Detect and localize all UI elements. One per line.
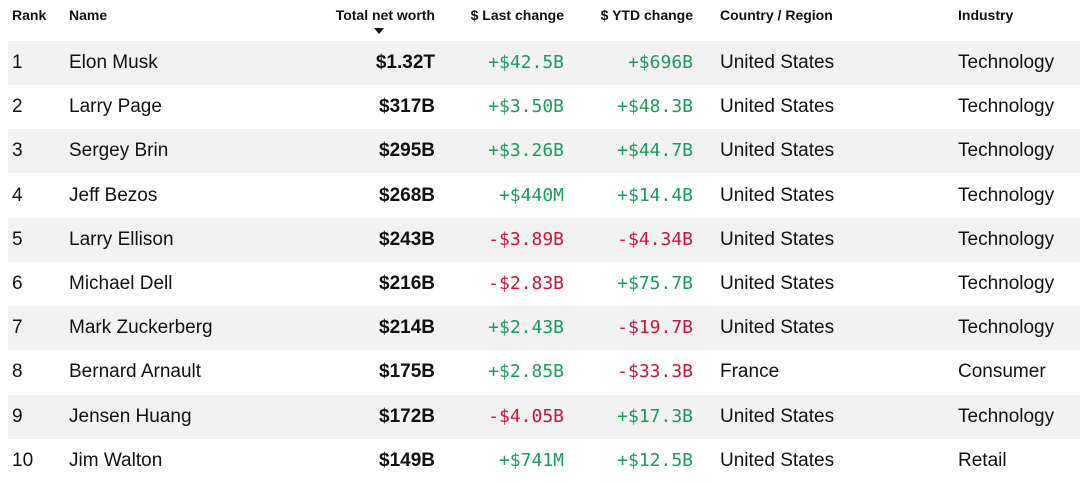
last-change-cell: +$440M [498,184,564,206]
name-cell: Jensen Huang [69,405,192,427]
net-worth-cell: $295B [379,140,435,162]
ytd-change-cell: +$17.3B [617,405,693,427]
name-cell: Jeff Bezos [69,184,158,206]
name-cell: Mark Zuckerberg [69,317,213,339]
last-change-cell: +$2.85B [488,361,564,383]
row-background [8,217,1080,262]
country-cell: United States [720,52,835,73]
sort-indicator [374,28,384,34]
net-worth-cell: $243B [379,228,435,250]
row-background [8,41,1080,85]
industry-cell: Retail [958,449,1007,471]
country-cell: France [720,361,780,383]
rank-cell: 9 [12,405,23,427]
country-cell: United States [720,96,835,118]
industry-cell: Technology [958,405,1055,427]
rank-cell: 3 [12,140,23,162]
header-industry[interactable]: Industry [958,7,1014,23]
ytd-change-cell: -$33.3B [617,361,693,383]
header-name[interactable]: Name [69,7,108,23]
header-ytd-change[interactable]: $ YTD change [600,7,693,23]
net-worth-cell: $1.32T [375,52,435,73]
net-worth-cell: $268B [379,184,435,206]
country-cell: United States [720,184,835,206]
industry-cell: Technology [958,140,1055,162]
net-worth-cell: $216B [379,273,435,294]
rank-cell: 1 [12,52,23,73]
last-change-cell: +$3.26B [488,140,564,162]
name-cell: Michael Dell [69,273,173,294]
industry-cell: Technology [958,184,1055,206]
header-country[interactable]: Country / Region [720,7,833,23]
name-cell: Elon Musk [69,52,158,73]
ytd-change-cell: +$48.3B [617,96,693,118]
ytd-change-cell: +$44.7B [617,140,693,162]
last-change-cell: +$741M [498,449,564,471]
header-rank[interactable]: Rank [12,7,47,23]
name-cell: Larry Page [69,96,162,118]
ytd-change-cell: -$19.7B [617,317,693,339]
country-cell: United States [720,228,835,250]
rank-cell: 7 [12,317,23,339]
header-net-worth[interactable]: Total net worth [335,7,435,23]
industry-cell: Consumer [958,361,1046,383]
country-cell: United States [720,140,835,162]
country-cell: United States [720,317,835,339]
rank-cell: 6 [12,273,23,294]
last-change-cell: -$4.05B [488,405,564,427]
name-cell: Sergey Brin [69,140,169,162]
net-worth-cell: $317B [379,96,435,118]
industry-cell: Technology [958,317,1055,339]
ytd-change-cell: -$4.34B [617,228,693,250]
net-worth-cell: $172B [379,405,435,427]
name-cell: Larry Ellison [69,228,174,250]
row-background [8,394,1080,439]
rank-cell: 5 [12,228,23,250]
industry-cell: Technology [958,228,1055,250]
row-background [8,306,1080,351]
net-worth-cell: $149B [379,449,435,471]
net-worth-cell: $175B [379,361,435,383]
ytd-change-cell: +$14.4B [617,184,693,206]
last-change-cell: +$2.43B [488,317,564,339]
ytd-change-cell: +$696B [627,52,693,73]
last-change-cell: +$42.5B [488,52,564,73]
industry-cell: Technology [958,52,1055,73]
industry-cell: Technology [958,273,1055,294]
ytd-change-cell: +$75.7B [617,273,693,294]
ytd-change-cell: +$12.5B [617,449,693,471]
rank-cell: 8 [12,361,23,383]
country-cell: United States [720,273,835,294]
row-background [8,129,1080,174]
name-cell: Jim Walton [69,449,163,471]
country-cell: United States [720,405,835,427]
country-cell: United States [720,449,835,471]
last-change-cell: -$3.89B [488,228,564,250]
name-cell: Bernard Arnault [69,361,202,383]
header-last-change[interactable]: $ Last change [470,7,564,23]
rank-cell: 10 [12,449,34,471]
rank-cell: 2 [12,96,23,118]
last-change-cell: -$2.83B [488,273,564,294]
rank-cell: 4 [12,184,23,206]
net-worth-cell: $214B [379,317,435,339]
industry-cell: Technology [958,96,1055,118]
last-change-cell: +$3.50B [488,96,564,118]
